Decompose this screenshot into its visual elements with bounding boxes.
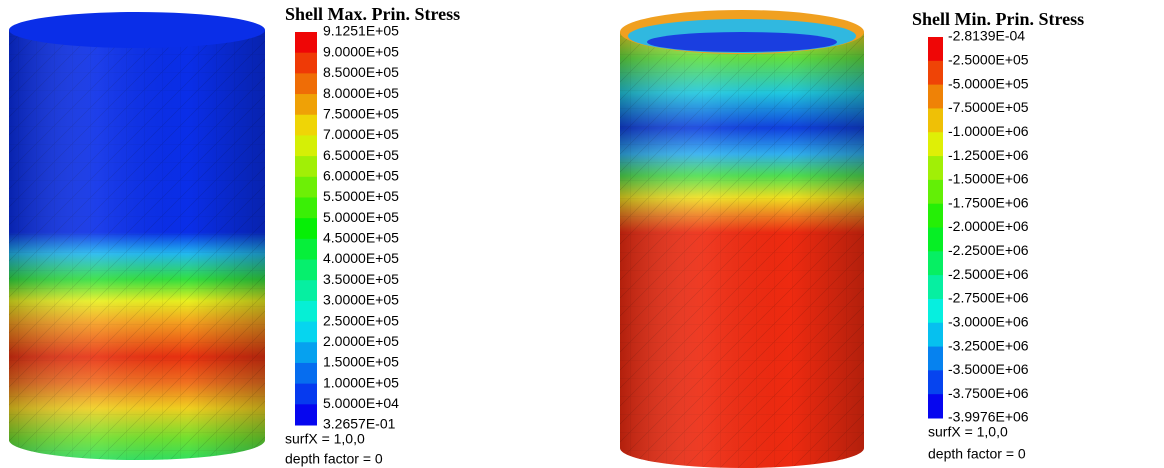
color-band <box>295 301 317 322</box>
legend-label: -2.7500E+06 <box>948 290 1029 306</box>
screenshot: Shell Max. Prin. Stress9.1251E+05 9.0000E… <box>0 0 1164 468</box>
legend-label: -2.5000E+06 <box>948 266 1029 282</box>
legend-label: 1.0000E+05 <box>323 374 399 390</box>
legend-label: -2.2500E+06 <box>948 242 1029 258</box>
legend-title: Shell Max. Prin. Stress <box>285 4 460 24</box>
legend-label: -3.2500E+06 <box>948 337 1029 353</box>
color-band <box>295 239 317 260</box>
legend-label: -3.5000E+06 <box>948 361 1029 377</box>
legend-label: 6.0000E+05 <box>323 167 399 183</box>
legend-title: Shell Min. Prin. Stress <box>912 9 1084 29</box>
note: surfX = 1,0,0 <box>285 431 365 447</box>
legend-label: 2.5000E+05 <box>323 312 399 328</box>
legend-label: 4.5000E+05 <box>323 230 399 246</box>
color-band <box>928 228 943 252</box>
color-band <box>928 394 943 418</box>
legend-label: 5.0000E+04 <box>323 395 399 411</box>
note: depth factor = 0 <box>928 446 1026 462</box>
color-band <box>928 180 943 204</box>
legend-label: -3.9976E+06 <box>948 409 1029 425</box>
color-band <box>928 61 943 85</box>
color-band <box>928 347 943 371</box>
legend-label: 5.5000E+05 <box>323 188 399 204</box>
legend-label: -1.7500E+06 <box>948 194 1029 210</box>
cylinder-max <box>9 12 265 460</box>
legend-label: 7.0000E+05 <box>323 126 399 142</box>
color-band <box>295 322 317 343</box>
legend-label: 2.0000E+05 <box>323 333 399 349</box>
color-band <box>295 280 317 301</box>
color-band <box>928 108 943 132</box>
color-band <box>928 251 943 275</box>
legend-label: -2.5000E+05 <box>948 52 1029 68</box>
legend-label: -1.5000E+06 <box>948 171 1029 187</box>
legend-label: -1.0000E+06 <box>948 123 1029 139</box>
legend-label: -3.0000E+06 <box>948 313 1029 329</box>
color-band <box>295 94 317 115</box>
color-band <box>295 342 317 363</box>
legend-label: 6.5000E+05 <box>323 147 399 163</box>
color-band <box>295 32 317 53</box>
legend-label: 3.0000E+05 <box>323 292 399 308</box>
legend-label: 3.5000E+05 <box>323 271 399 287</box>
legend-label: 9.0000E+05 <box>323 43 399 59</box>
color-band <box>295 73 317 94</box>
color-band <box>295 53 317 74</box>
legend-label: -1.2500E+06 <box>948 147 1029 163</box>
color-band <box>928 299 943 323</box>
legend-label: -2.8139E-04 <box>948 28 1025 44</box>
color-band <box>295 260 317 281</box>
legend-label: 8.0000E+05 <box>323 85 399 101</box>
legend-label: -7.5000E+05 <box>948 99 1029 115</box>
color-band <box>295 197 317 218</box>
color-band <box>295 384 317 405</box>
legend-label: 9.1251E+05 <box>323 23 399 39</box>
color-band <box>295 404 317 425</box>
note: surfX = 1,0,0 <box>928 424 1008 440</box>
color-band <box>928 37 943 61</box>
color-band <box>295 177 317 198</box>
color-band <box>295 156 317 177</box>
legend-label: -2.0000E+06 <box>948 218 1029 234</box>
note: depth factor = 0 <box>285 451 383 467</box>
legend-label: -5.0000E+05 <box>948 75 1029 91</box>
color-band <box>295 218 317 239</box>
color-band <box>928 370 943 394</box>
color-band <box>295 135 317 156</box>
cylinder-min <box>620 10 864 468</box>
color-band <box>928 132 943 156</box>
color-band <box>295 363 317 384</box>
color-band <box>295 115 317 136</box>
color-band <box>928 85 943 109</box>
color-band <box>928 156 943 180</box>
legend-label: 8.5000E+05 <box>323 64 399 80</box>
legend-label: 3.2657E-01 <box>323 416 396 432</box>
legend-label: 4.0000E+05 <box>323 250 399 266</box>
legend-label: 5.0000E+05 <box>323 209 399 225</box>
legend-label: 7.5000E+05 <box>323 105 399 121</box>
legend-label: 1.5000E+05 <box>323 354 399 370</box>
legend-label: -3.7500E+06 <box>948 385 1029 401</box>
color-band <box>928 323 943 347</box>
color-band <box>928 204 943 228</box>
color-band <box>928 275 943 299</box>
